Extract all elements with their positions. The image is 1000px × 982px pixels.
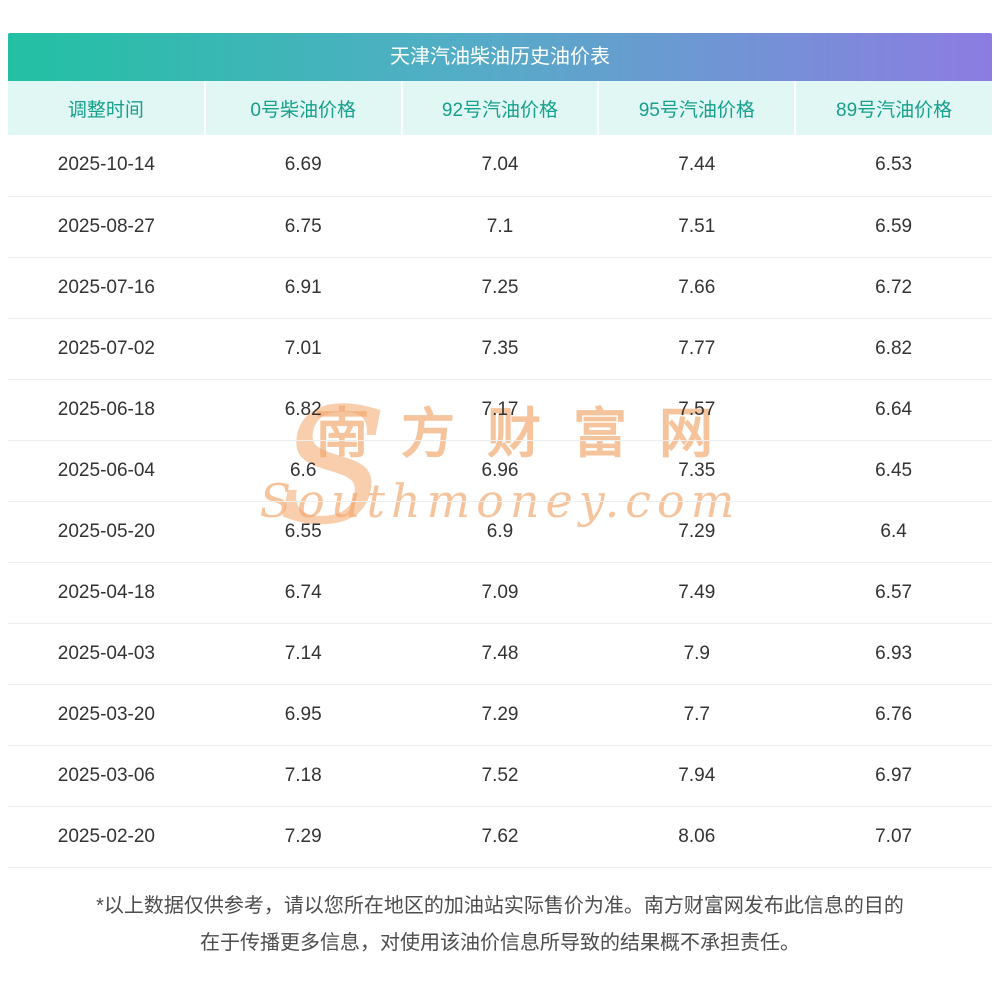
date-cell: 2025-07-02 xyxy=(8,318,205,380)
date-cell: 2025-10-14 xyxy=(8,135,205,197)
price-cell: 7.01 xyxy=(204,318,402,380)
column-header: 92号汽油价格 xyxy=(400,81,599,135)
price-cell: 6.75 xyxy=(204,196,402,258)
date-cell: 2025-04-18 xyxy=(8,562,205,624)
price-cell: 7.09 xyxy=(401,562,599,624)
price-cell: 6.97 xyxy=(795,745,992,807)
price-cell: 6.93 xyxy=(795,623,992,685)
date-cell: 2025-05-20 xyxy=(8,501,205,563)
price-cell: 6.55 xyxy=(204,501,402,563)
footer-disclaimer: *以上数据仅供参考，请以您所在地区的加油站实际售价为准。南方财富网发布此信息的目… xyxy=(8,888,992,962)
column-header: 95号汽油价格 xyxy=(597,81,796,135)
price-cell: 7.49 xyxy=(598,562,796,624)
price-cell: 6.9 xyxy=(401,501,599,563)
price-cell: 7.25 xyxy=(401,257,599,319)
date-cell: 2025-06-18 xyxy=(8,379,205,441)
table-row: 2025-04-18 6.74 7.09 7.49 6.57 xyxy=(8,562,992,624)
price-cell: 7.35 xyxy=(401,318,599,380)
price-cell: 7.07 xyxy=(795,806,992,868)
price-cell: 6.6 xyxy=(204,440,402,502)
price-cell: 7.35 xyxy=(598,440,796,502)
price-cell: 6.45 xyxy=(795,440,992,502)
table-row: 2025-07-16 6.91 7.25 7.66 6.72 xyxy=(8,257,992,319)
table-row: 2025-06-04 6.6 6.96 7.35 6.45 xyxy=(8,440,992,502)
price-cell: 7.17 xyxy=(401,379,599,441)
date-cell: 2025-04-03 xyxy=(8,623,205,685)
disclaimer-line-1: *以上数据仅供参考，请以您所在地区的加油站实际售价为准。南方财富网发布此信息的目… xyxy=(96,894,904,917)
price-cell: 7.52 xyxy=(401,745,599,807)
table-row: 2025-03-06 7.18 7.52 7.94 6.97 xyxy=(8,745,992,807)
price-cell: 6.64 xyxy=(795,379,992,441)
price-cell: 6.59 xyxy=(795,196,992,258)
price-cell: 7.57 xyxy=(598,379,796,441)
price-cell: 7.1 xyxy=(401,196,599,258)
table-row: 2025-05-20 6.55 6.9 7.29 6.4 xyxy=(8,501,992,563)
price-cell: 7.62 xyxy=(401,806,599,868)
price-cell: 6.4 xyxy=(795,501,992,563)
price-cell: 6.53 xyxy=(795,135,992,197)
price-cell: 6.69 xyxy=(204,135,402,197)
price-cell: 6.76 xyxy=(795,684,992,746)
price-cell: 6.72 xyxy=(795,257,992,319)
price-cell: 7.51 xyxy=(598,196,796,258)
price-cell: 7.94 xyxy=(598,745,796,807)
table-header-row: 调整时间 0号柴油价格 92号汽油价格 95号汽油价格 89号汽油价格 xyxy=(8,81,992,135)
price-cell: 6.82 xyxy=(204,379,402,441)
disclaimer-line-2: 在于传播更多信息，对使用该油价信息所导致的结果概不承担责任。 xyxy=(200,931,800,954)
title-bar: 天津汽油柴油历史油价表 xyxy=(8,33,992,81)
price-cell: 7.04 xyxy=(401,135,599,197)
price-cell: 6.74 xyxy=(204,562,402,624)
price-table: 调整时间 0号柴油价格 92号汽油价格 95号汽油价格 89号汽油价格 2025-10-… xyxy=(8,81,992,868)
price-cell: 7.29 xyxy=(204,806,402,868)
date-cell: 2025-03-20 xyxy=(8,684,205,746)
date-cell: 2025-08-27 xyxy=(8,196,205,258)
date-cell: 2025-06-04 xyxy=(8,440,205,502)
table-row: 2025-06-18 6.82 7.17 7.57 6.64 xyxy=(8,379,992,441)
price-cell: 7.66 xyxy=(598,257,796,319)
date-cell: 2025-02-20 xyxy=(8,806,205,868)
price-cell: 7.44 xyxy=(598,135,796,197)
column-header: 89号汽油价格 xyxy=(794,81,992,135)
price-cell: 7.29 xyxy=(598,501,796,563)
price-cell: 7.29 xyxy=(401,684,599,746)
price-cell: 6.95 xyxy=(204,684,402,746)
price-cell: 6.91 xyxy=(204,257,402,319)
date-cell: 2025-03-06 xyxy=(8,745,205,807)
page-title: 天津汽油柴油历史油价表 xyxy=(390,46,610,68)
price-cell: 8.06 xyxy=(598,806,796,868)
price-cell: 7.14 xyxy=(204,623,402,685)
column-header: 调整时间 xyxy=(8,81,205,135)
table-row: 2025-07-02 7.01 7.35 7.77 6.82 xyxy=(8,318,992,380)
price-cell: 7.7 xyxy=(598,684,796,746)
price-cell: 7.18 xyxy=(204,745,402,807)
price-cell: 7.9 xyxy=(598,623,796,685)
price-cell: 6.96 xyxy=(401,440,599,502)
price-cell: 6.82 xyxy=(795,318,992,380)
table-row: 2025-04-03 7.14 7.48 7.9 6.93 xyxy=(8,623,992,685)
table-row: 2025-03-20 6.95 7.29 7.7 6.76 xyxy=(8,684,992,746)
price-cell: 7.48 xyxy=(401,623,599,685)
price-cell: 6.57 xyxy=(795,562,992,624)
price-cell: 7.77 xyxy=(598,318,796,380)
column-header: 0号柴油价格 xyxy=(203,81,402,135)
table-row: 2025-08-27 6.75 7.1 7.51 6.59 xyxy=(8,196,992,258)
table-row: 2025-10-14 6.69 7.04 7.44 6.53 xyxy=(8,135,992,197)
date-cell: 2025-07-16 xyxy=(8,257,205,319)
table-row: 2025-02-20 7.29 7.62 8.06 7.07 xyxy=(8,806,992,868)
table-body: 2025-10-14 6.69 7.04 7.44 6.53 2025-08-27 6.75… xyxy=(8,135,992,868)
